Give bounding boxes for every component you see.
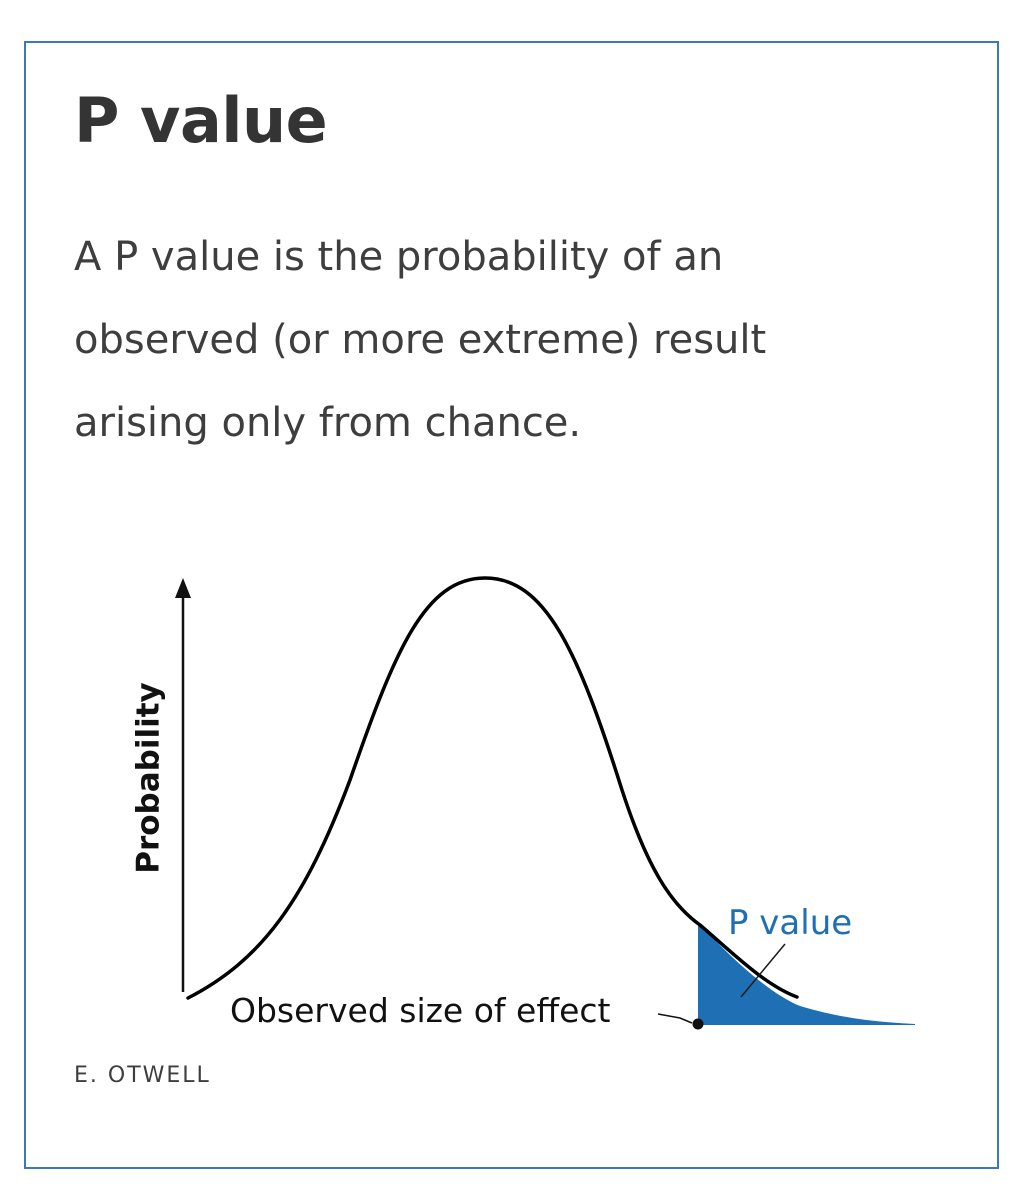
info-card [24,41,999,1169]
description-line: A P value is the probability of an [74,234,724,280]
observed-effect-point [692,1018,704,1030]
y-axis-label: Probability [131,682,167,874]
image-credit: E. OTWELL [74,1063,211,1088]
bell-curve [186,576,799,1000]
p-value-label: P value [728,903,852,943]
description-line: observed (or more extreme) result [74,317,767,363]
observed-effect-label: Observed size of effect [230,991,611,1030]
description-line: arising only from chance. [74,400,582,446]
card-title: P value [74,84,328,157]
p-value-leader-line [740,943,786,998]
card-description: A P value is the probability of an obser… [74,216,894,465]
y-axis-arrowhead [175,578,191,598]
p-value-tail-area [698,922,915,1025]
observed-effect-leader-line [657,1013,693,1024]
